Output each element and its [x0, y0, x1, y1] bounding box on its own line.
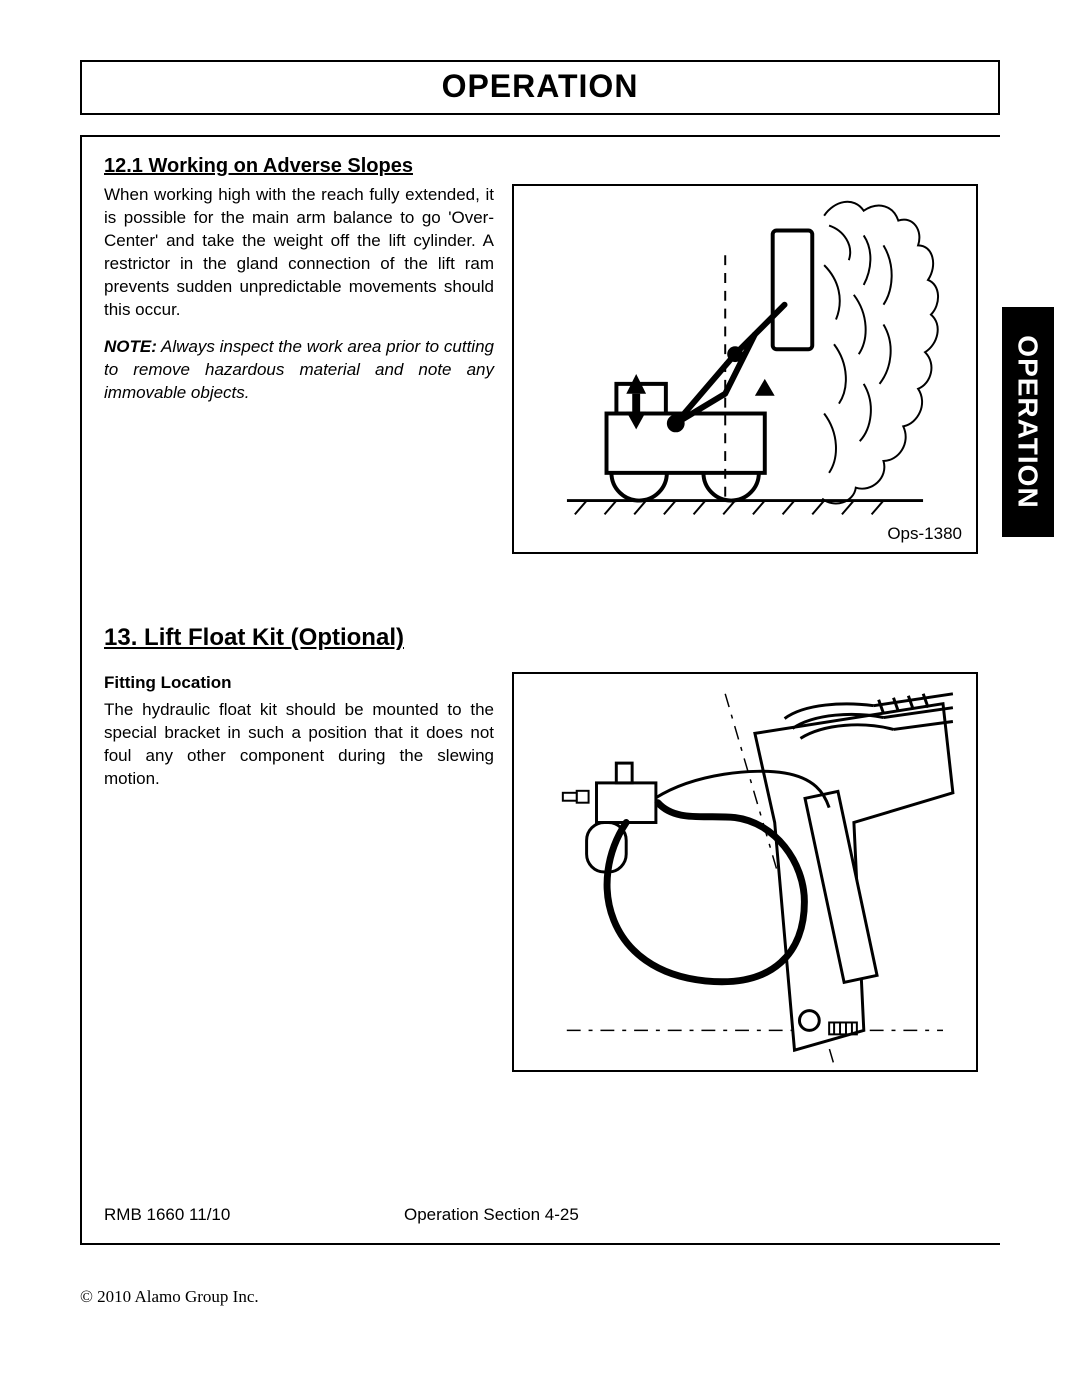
section-12-1-body: When working high with the reach fully e…	[104, 184, 494, 322]
page-footer: RMB 1660 11/10 Operation Section 4-25	[104, 1205, 964, 1225]
footer-center: Operation Section 4-25	[384, 1205, 964, 1225]
tractor-hedge-illustration	[514, 186, 976, 552]
float-kit-illustration	[514, 674, 976, 1070]
note-body: Always inspect the work area prior to cu…	[104, 337, 494, 402]
section-13-subheading: Fitting Location	[104, 672, 494, 695]
figure-label: Ops-1380	[887, 524, 962, 544]
section-12-1-note: NOTE: Always inspect the work area prior…	[104, 336, 494, 405]
section-13-body: The hydraulic float kit should be mounte…	[104, 699, 494, 791]
copyright: © 2010 Alamo Group Inc.	[80, 1287, 259, 1307]
figure-float-kit	[512, 672, 978, 1072]
section-13-row: Fitting Location The hydraulic float kit…	[104, 672, 978, 1072]
figure-ops-1380: Ops-1380	[512, 184, 978, 554]
side-tab-label: OPERATION	[1012, 335, 1044, 508]
page-header: OPERATION	[80, 60, 1000, 115]
content-frame: OPERATION 12.1 Working on Adverse Slopes…	[80, 135, 1000, 1245]
section-13-text: Fitting Location The hydraulic float kit…	[104, 672, 494, 1072]
page-title: OPERATION	[82, 68, 998, 105]
footer-left: RMB 1660 11/10	[104, 1205, 384, 1225]
section-13-heading: 13. Lift Float Kit (Optional)	[104, 624, 978, 652]
note-label: NOTE:	[104, 337, 157, 356]
side-tab: OPERATION	[1002, 307, 1054, 537]
section-12-1-text: When working high with the reach fully e…	[104, 184, 494, 554]
section-12-1-heading: 12.1 Working on Adverse Slopes	[104, 155, 978, 178]
section-12-1-row: When working high with the reach fully e…	[104, 184, 978, 554]
